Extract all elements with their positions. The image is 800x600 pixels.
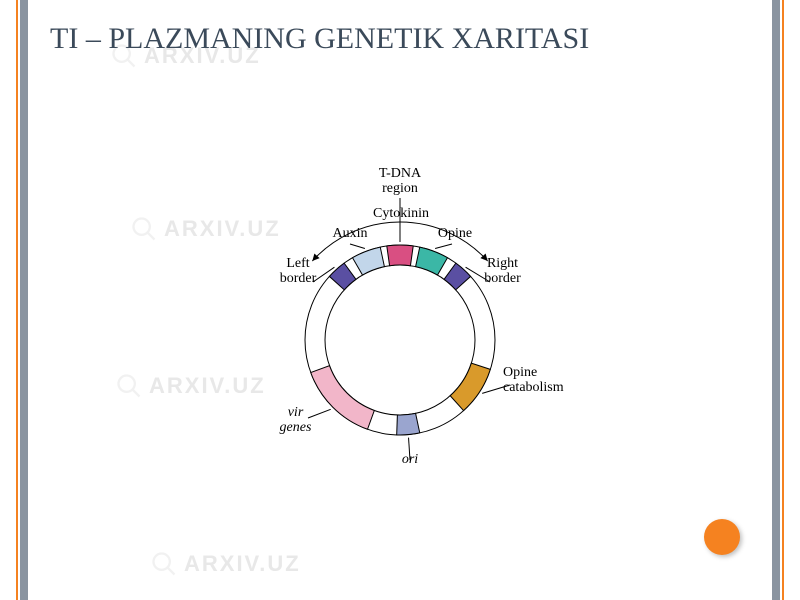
- label-text: Leftborder: [280, 256, 317, 286]
- label-opine-catabolism: Opinecatabolism: [503, 365, 578, 396]
- label-left-border: Leftborder: [273, 256, 323, 287]
- label-text: Cytokinin: [373, 206, 429, 221]
- label-opine-top: Opine: [430, 226, 480, 241]
- magnifier-icon: [115, 372, 143, 400]
- label-text: Opinecatabolism: [503, 365, 564, 395]
- accent-dot: [704, 519, 740, 555]
- label-vir-genes: virgenes: [273, 405, 318, 436]
- label-tdna-region: T-DNAregion: [365, 166, 435, 197]
- plasmid-diagram: T-DNAregion Cytokinin Auxin Opine Leftbo…: [225, 170, 575, 480]
- label-text: ori: [402, 452, 418, 467]
- label-text: Opine: [438, 226, 472, 241]
- watermark-text: ARXIV.UZ: [184, 551, 301, 577]
- left-bar-orange: [16, 0, 18, 600]
- magnifier-icon: [150, 550, 178, 578]
- label-auxin: Auxin: [325, 226, 375, 241]
- label-text: Rightborder: [484, 256, 521, 286]
- label-ori: ori: [395, 452, 425, 467]
- label-text: virgenes: [280, 405, 312, 435]
- label-text: Auxin: [333, 226, 368, 241]
- label-text: T-DNAregion: [379, 166, 421, 196]
- label-right-border: Rightborder: [475, 256, 530, 287]
- right-bar-orange: [782, 0, 784, 600]
- label-cytokinin: Cytokinin: [368, 206, 434, 221]
- right-bar-gray: [772, 0, 780, 600]
- watermark: ARXIV.UZ: [150, 550, 301, 578]
- left-bar-gray: [20, 0, 28, 600]
- page-title: TI – PLAZMANING GENETIK XARITASI: [50, 20, 650, 58]
- magnifier-icon: [130, 215, 158, 243]
